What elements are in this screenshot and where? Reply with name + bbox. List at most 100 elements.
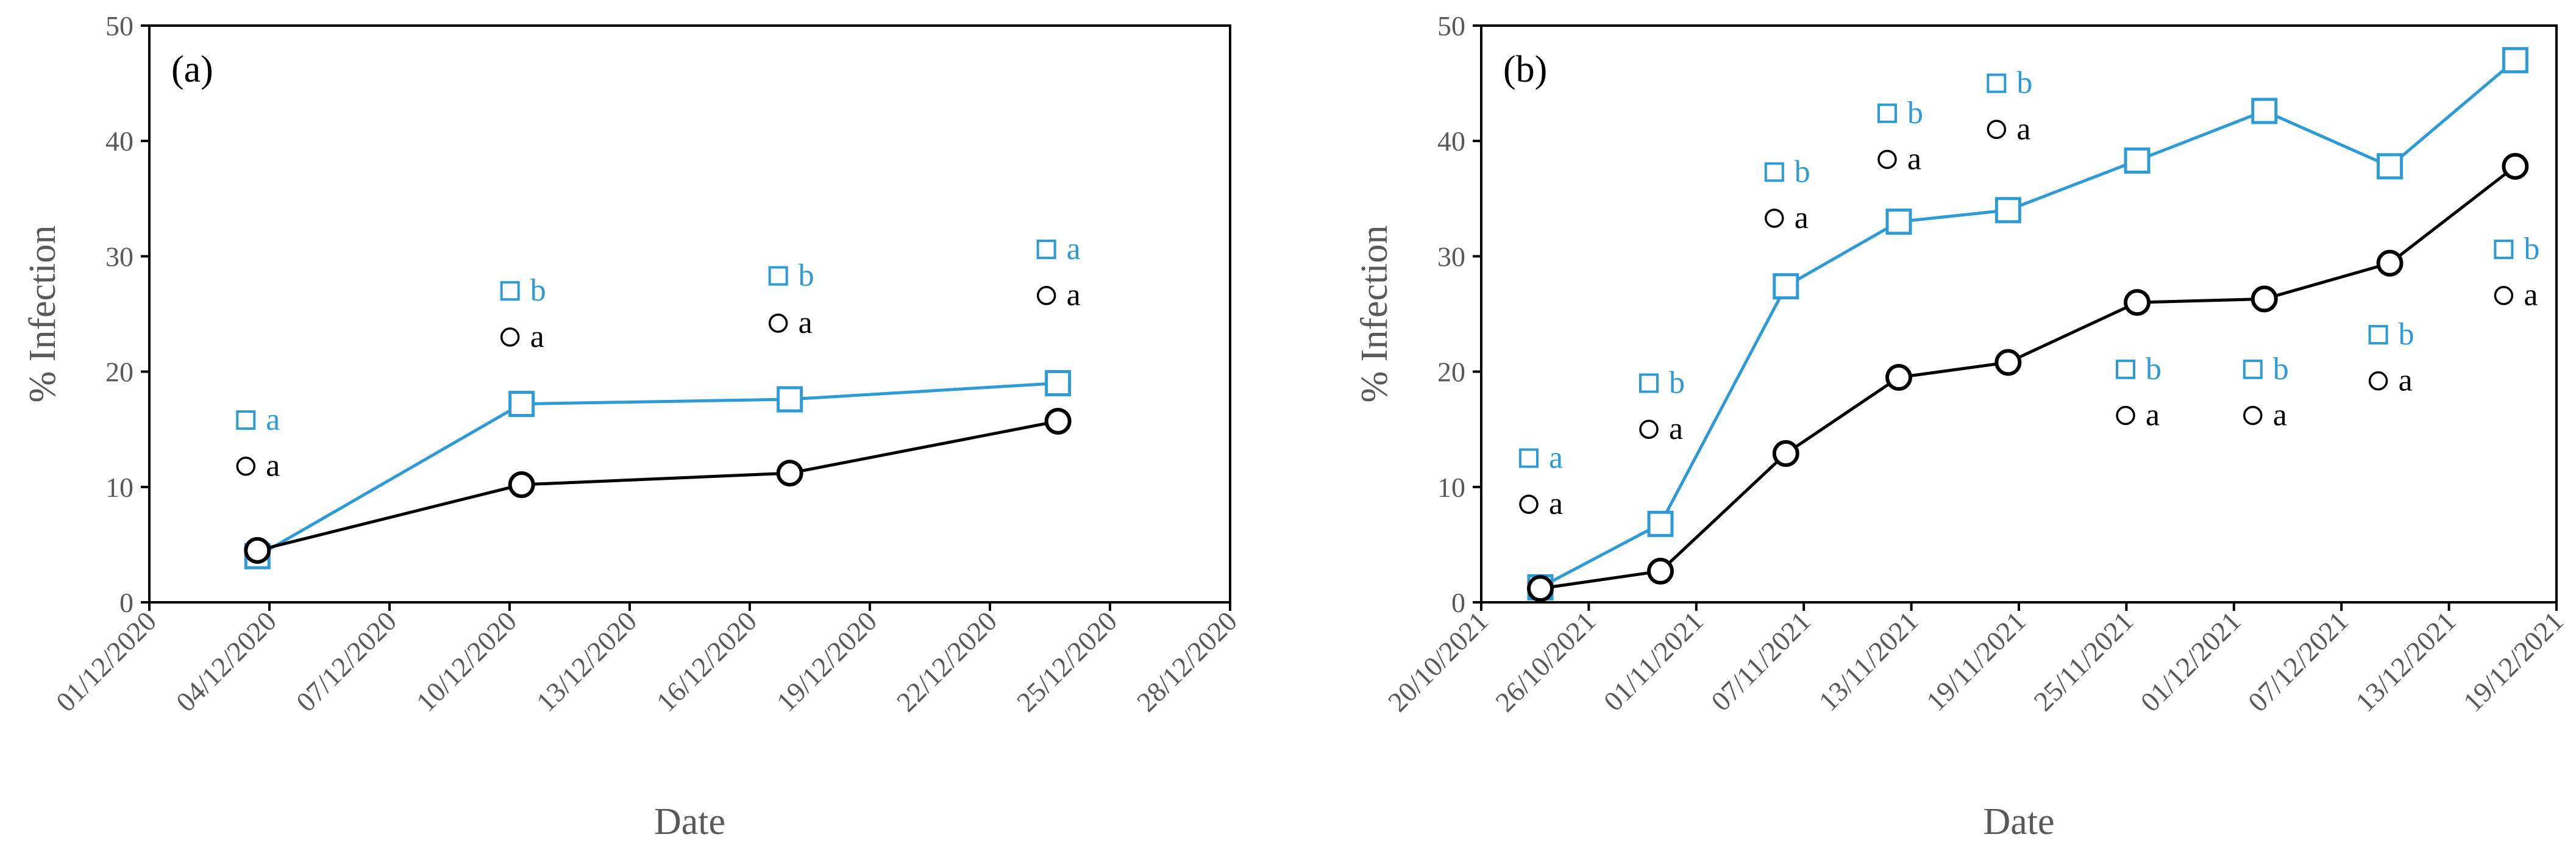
data-point-circle [1647, 557, 1674, 585]
y-tick-label: 40 [105, 126, 133, 157]
y-tick-label: 10 [1437, 472, 1465, 503]
annotation-circle-letter: a [1549, 486, 1563, 521]
annotation-circle-letter: a [2146, 397, 2160, 432]
x-tick-label: 13/12/2021 [2349, 605, 2461, 718]
chart-panel-b: 0 10 20 30 40 50 20/10/202126/10/202101/11/202… [1354, 10, 2569, 843]
y-tick-label: 30 [1437, 241, 1465, 272]
panel-label: (b) [1503, 49, 1547, 90]
y-tick-label: 20 [1437, 357, 1465, 388]
data-point-circle [2124, 289, 2151, 316]
annotation-square-letter: a [266, 402, 280, 437]
y-tick-label: 10 [105, 472, 133, 503]
x-tick-label: 04/12/2020 [170, 605, 282, 718]
annotation-square-letter: b [2524, 232, 2539, 266]
x-tick-label: 19/11/2021 [1920, 605, 2032, 717]
annotation-square-letter: b [2399, 317, 2414, 352]
data-point-square [2377, 153, 2403, 180]
data-point-square [1773, 273, 1799, 300]
x-tick-label: 19/12/2021 [2457, 605, 2569, 718]
y-tick-label: 0 [119, 587, 133, 618]
x-tick-label: 19/12/2020 [770, 605, 883, 718]
x-tick-label: 13/12/2020 [530, 605, 642, 718]
x-tick-label: 25/12/2020 [1011, 605, 1123, 718]
annotation-circle-symbol [768, 313, 788, 333]
annotation-square-symbol [1987, 73, 2007, 93]
annotation-circle-letter: a [2524, 278, 2538, 313]
y-tick-label: 30 [105, 241, 133, 272]
series-line-circle [257, 419, 1059, 552]
series-line-square [257, 382, 1058, 558]
annotation-square-letter: b [530, 273, 546, 308]
annotation-circle-letter: a [1795, 201, 1809, 235]
x-tick-label: 20/10/2021 [1382, 605, 1494, 718]
annotation-circle-letter: a [1907, 141, 1921, 176]
data-point-square [1647, 510, 1674, 537]
x-tick-label: 25/11/2021 [2027, 605, 2139, 717]
annotation-square-symbol [2368, 325, 2388, 345]
annotation-square-symbol [1877, 103, 1898, 123]
annotation-square-letter: b [2016, 66, 2032, 101]
chart-panel-a: 0 10 20 30 40 50 01/12/2020 04/12/2020 07/12/202… [22, 10, 1243, 843]
data-point-circle [776, 460, 803, 487]
annotation-square-symbol [1764, 162, 1784, 182]
x-axis-title: Date [654, 801, 725, 843]
annotation-circle-symbol [500, 327, 520, 347]
data-point-circle [508, 471, 535, 499]
annotation-circle-symbol [1987, 119, 2007, 140]
x-tick-label: 16/12/2020 [650, 605, 763, 718]
annotation-circle-letter: a [530, 319, 544, 354]
y-axis-title: % Infection [22, 226, 63, 403]
annotation-circle-letter: a [2016, 112, 2030, 146]
annotation-circle-symbol [236, 456, 256, 476]
x-tick-label: 22/12/2020 [891, 605, 1003, 718]
annotation-circle-letter: a [1669, 412, 1683, 446]
x-tick-label: 01/12/2020 [50, 605, 162, 718]
data-point-circle [1527, 575, 1554, 602]
annotation-circle-symbol [2243, 405, 2263, 426]
annotation-square-letter: b [1795, 154, 1810, 189]
y-tick-label: 20 [105, 357, 133, 388]
annotation-square-symbol [1519, 448, 1539, 468]
annotation-square-symbol [768, 266, 788, 286]
annotation-circle-symbol [1519, 494, 1539, 514]
data-point-square [2251, 98, 2278, 124]
series-line-circle [1540, 165, 2516, 590]
annotation-circle-letter: a [266, 449, 280, 483]
data-point-square [508, 391, 535, 418]
annotation-circle-letter: a [2399, 363, 2413, 398]
data-point-circle [244, 536, 271, 564]
data-point-square [2124, 147, 2151, 174]
data-point-circle [1044, 407, 1072, 435]
data-point-circle [2376, 249, 2403, 277]
annotation-circle-letter: a [1067, 278, 1081, 313]
data-point-square [1994, 197, 2021, 224]
annotation-circle-symbol [1765, 208, 1784, 228]
panel-label: (a) [171, 49, 213, 90]
annotation-circle-symbol [2116, 405, 2135, 426]
annotation-square-symbol [1639, 373, 1659, 393]
annotation-circle-letter: a [799, 305, 813, 340]
x-axis-title: Date [1983, 801, 2054, 843]
annotation-square-letter: b [2273, 352, 2289, 387]
data-point-circle [2250, 285, 2278, 313]
annotation-circle-symbol [1639, 419, 1659, 439]
annotation-circle-letter: a [2273, 397, 2287, 432]
y-tick-label: 50 [105, 10, 133, 41]
data-point-square [1045, 370, 1072, 397]
data-point-square [777, 386, 803, 413]
annotation-square-symbol [236, 410, 256, 430]
x-tick-label: 10/12/2020 [410, 605, 522, 718]
annotation-square-letter: b [2146, 352, 2161, 387]
x-tick-label: 01/11/2021 [1598, 605, 1709, 717]
x-tick-label: 01/12/2021 [2135, 605, 2247, 718]
annotation-square-symbol [2243, 359, 2263, 379]
annotation-circle-symbol [1877, 149, 1897, 169]
annotation-circle-symbol [2368, 371, 2388, 391]
x-tick-label: 13/11/2021 [1813, 605, 1924, 717]
x-tick-label: 07/12/2020 [290, 605, 402, 718]
y-tick-label: 0 [1451, 587, 1465, 618]
x-tick-label: 26/10/2021 [1489, 605, 1601, 718]
annotation-square-letter: b [799, 258, 814, 293]
annotation-circle-symbol [2494, 285, 2514, 305]
